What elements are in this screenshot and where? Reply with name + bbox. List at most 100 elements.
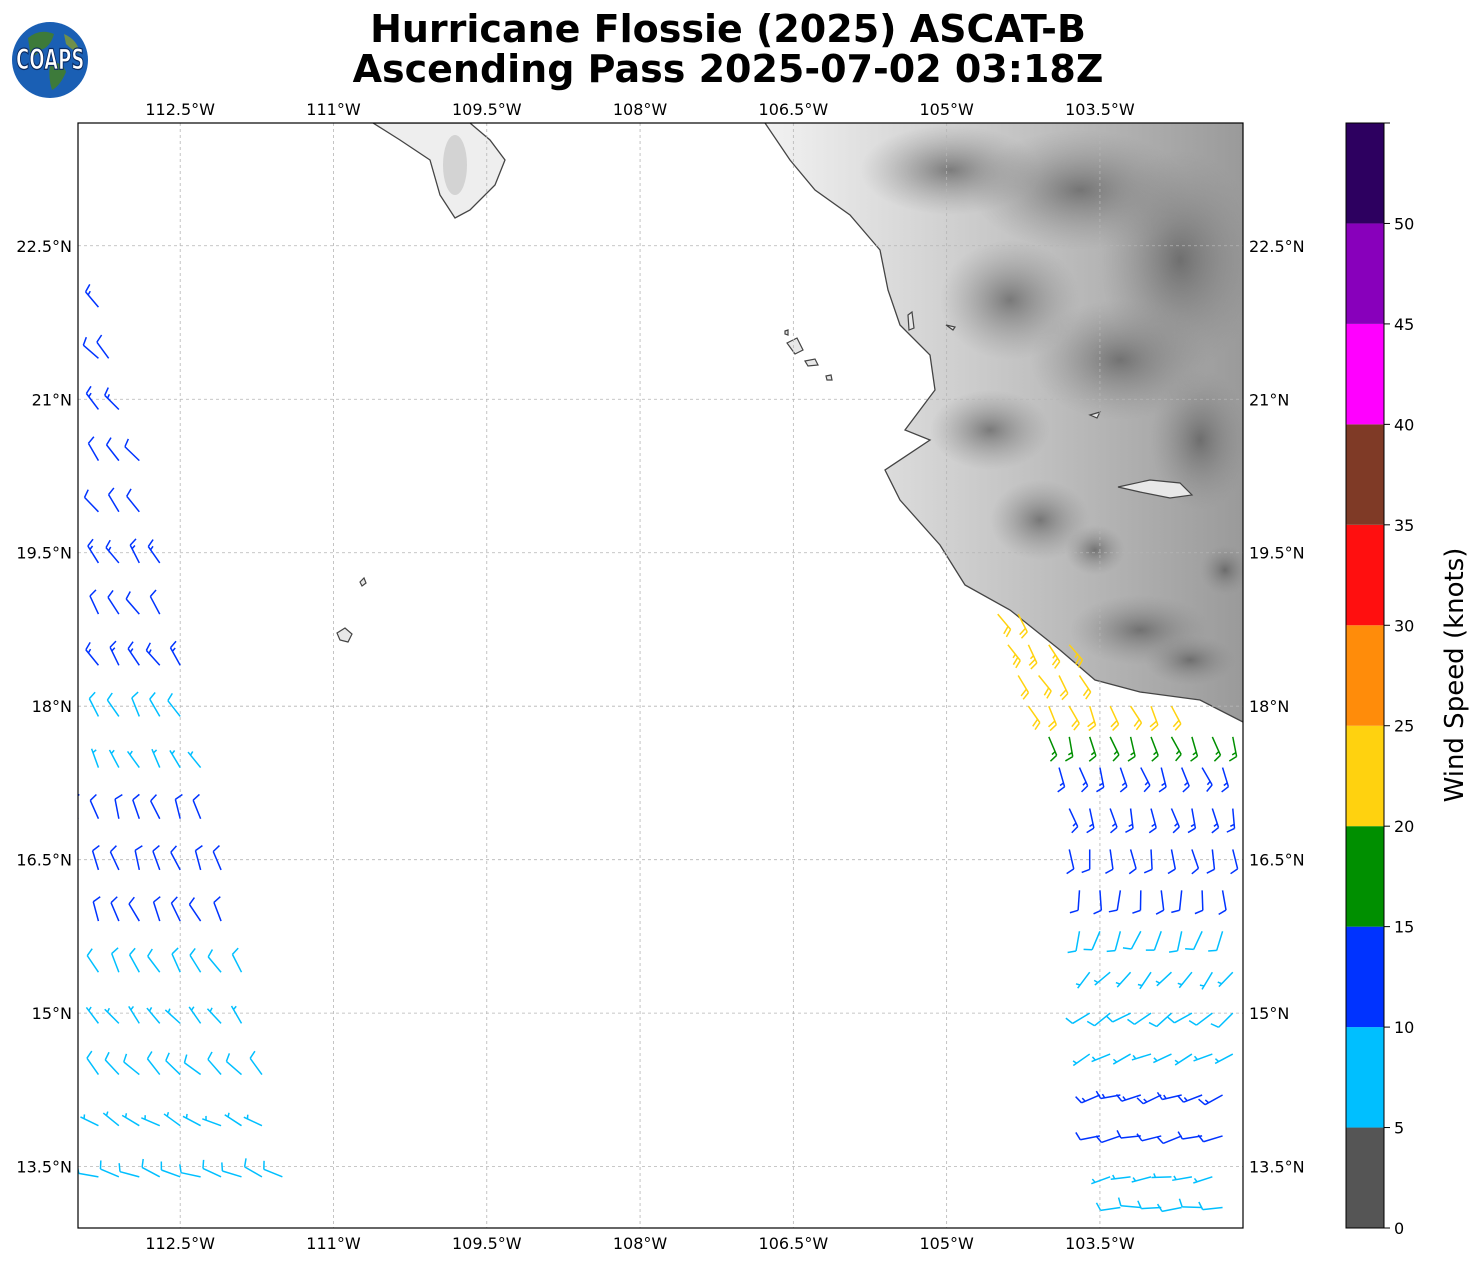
lat-labels-right: 22.5°N 21°N 19.5°N 18°N 16.5°N 15°N 13.5°N [1249,237,1305,1177]
wind-barb [1109,736,1120,762]
wind-barb [1211,736,1222,762]
colorbar-bin [1346,625,1384,726]
map-area[interactable] [59,123,1260,1228]
wind-barb [86,948,100,973]
wind-barb [1048,644,1061,669]
lon-label-top: 106.5°W [759,100,829,119]
lat-label-right: 18°N [1249,697,1289,716]
wind-barb [1065,736,1074,762]
wind-barb [1137,1200,1162,1210]
wind-barb [85,1006,100,1024]
wind-barb [110,896,120,922]
wind-barb [78,663,79,666]
wind-barb [1068,705,1080,731]
lat-label-left: 22.5°N [16,237,72,256]
title-line-2: Ascending Pass 2025-07-02 03:18Z [352,47,1104,91]
lon-label-top: 111°W [306,100,361,119]
wind-barb [170,896,181,922]
wind-barb [243,1114,263,1127]
wind-barb [1137,971,1152,990]
wind-barb [194,845,203,871]
lon-label-bottom: 105°W [919,1234,974,1253]
colorbar-tick-label: 20 [1394,817,1414,836]
wind-barb [1038,675,1052,699]
wind-barb [1145,931,1162,951]
wind-barb [1078,767,1089,793]
colorbar-tick-label: 40 [1394,415,1414,434]
lon-labels-top: 112.5°W 111°W 109.5°W 108°W 106.5°W 105°W 103.… [145,100,1135,119]
wind-barb [1027,644,1038,670]
wind-barb [1158,767,1167,793]
colorbar-tick-label: 30 [1394,616,1414,635]
wind-barb [105,437,120,462]
wind-barb [104,387,120,411]
wind-barb [141,1115,161,1127]
wind-barb [89,793,100,820]
wind-barb [1105,1012,1131,1023]
wind-barb [88,691,100,717]
wind-barb [128,947,140,973]
wind-barb [1048,705,1058,732]
lat-label-left: 18°N [32,697,72,716]
wind-barb [1065,1012,1091,1025]
wind-barb [151,748,161,768]
wind-barb [145,642,161,666]
wind-barb [141,1158,161,1178]
wind-barb [1136,1094,1162,1105]
wind-barb [163,1111,181,1127]
wind-barb [1148,1012,1172,1028]
lat-label-right: 16.5°N [1249,851,1305,870]
wind-barb [1171,890,1183,914]
mainland-coastline [764,123,1243,723]
wind-barb [167,692,181,717]
gridlines [78,123,1243,1228]
wind-barb [78,612,79,615]
wind-barb [1221,767,1230,793]
wind-barb [109,640,120,666]
wind-barb [109,845,120,871]
wind-barb [1167,849,1177,875]
wind-barb [146,1007,161,1024]
wind-barb [111,947,120,973]
logo-text: COAPS [16,43,84,76]
wind-barb [1155,890,1165,915]
wind-barb [87,436,100,462]
wind-barb [169,640,181,666]
wind-barb [99,1160,120,1178]
wind-barb [152,896,161,922]
wind-barb [1151,1173,1172,1179]
islands [336,310,1194,643]
wind-barb [91,844,100,871]
lat-label-left: 21°N [32,390,72,409]
wind-barb [189,948,202,973]
colorbar-bin [1346,524,1384,626]
colorbar-tick-label: 5 [1394,1119,1404,1138]
wind-barb [188,1006,202,1024]
wind-barb [121,1113,140,1127]
wind-barb [1069,890,1081,914]
wind-barb [89,589,100,615]
wind-barb [207,949,222,973]
colorbar-tick-label: 0 [1394,1219,1404,1238]
wind-barb [1110,1174,1131,1181]
colorbar-tick-label: 25 [1394,717,1414,736]
wind-barb [188,897,202,922]
lon-label-top: 109.5°W [452,100,522,119]
colorbar-bin [1346,223,1384,324]
map-frame [77,122,1244,1229]
wind-barb [1156,1135,1182,1145]
baja-peninsula [371,123,506,219]
wind-barb [1075,971,1091,989]
wind-barb [160,1161,181,1178]
wind-barb [1105,849,1114,874]
colorbar-label: Wind Speed (knots) [1440,548,1470,803]
wind-barb [1112,1053,1131,1065]
wind-barb [108,749,120,768]
colorbar-tick-label: 45 [1394,315,1414,334]
lat-labels-left: 22.5°N 21°N 19.5°N 18°N 16.5°N 15°N 13.5°N [16,237,72,1177]
wind-barb [1115,1094,1142,1102]
lat-label-left: 19.5°N [16,544,72,563]
colorbar-bin [1346,926,1384,1028]
wind-barb [212,845,222,871]
wind-barb [78,919,79,922]
